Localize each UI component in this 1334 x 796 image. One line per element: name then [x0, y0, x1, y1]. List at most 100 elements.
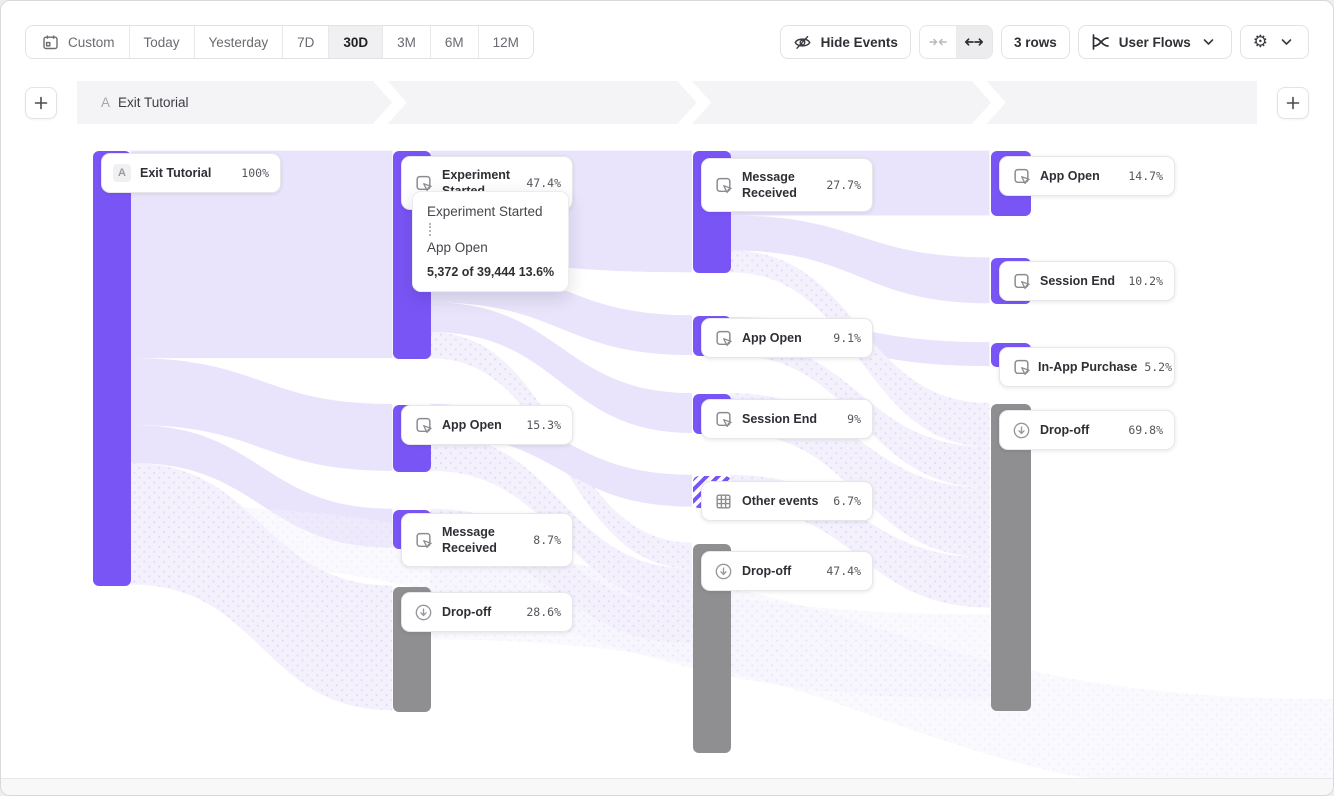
add-step-left-button[interactable]: [25, 86, 57, 119]
node-label: Message Received: [742, 169, 797, 200]
node-label: Message Received: [442, 524, 497, 555]
breadcrumb-step-label: Exit Tutorial: [118, 95, 189, 110]
gear-icon: ⚙: [1252, 31, 1268, 52]
node-card-app-open-4[interactable]: App Open 14.7%: [999, 156, 1175, 196]
node-card-in-app-purchase-4[interactable]: In-App Purchase 5.2%: [999, 347, 1175, 387]
expand-columns-button[interactable]: [955, 26, 992, 58]
node-percent: 6.7%: [833, 494, 861, 508]
node-card-session-end-3[interactable]: Session End 9%: [701, 399, 873, 439]
toolbar: Custom Today Yesterday 7D 30D 3M 6M 12M …: [25, 25, 1309, 59]
expand-icon: [964, 32, 984, 52]
calendar-icon: [40, 32, 60, 52]
dropoff-icon: [1011, 420, 1031, 440]
node-card-message-received-3[interactable]: Message Received 27.7%: [701, 158, 873, 212]
node-bar-dropoff-4[interactable]: [991, 404, 1031, 711]
view-selector-label: User Flows: [1118, 34, 1191, 50]
flow-ribbon: [729, 215, 990, 304]
node-label: In-App Purchase: [1038, 359, 1138, 374]
bottom-scroll-strip[interactable]: [1, 778, 1333, 795]
node-card-other-events-3[interactable]: Other events 6.7%: [701, 481, 873, 521]
node-percent: 5.2%: [1144, 360, 1173, 374]
chevron-down-icon: [1199, 32, 1219, 52]
date-range-control: Custom Today Yesterday 7D 30D 3M 6M 12M: [25, 25, 534, 59]
node-percent: 9.1%: [833, 331, 861, 345]
breadcrumb-step-a[interactable]: A Exit Tutorial: [101, 81, 189, 124]
date-range-6m[interactable]: 6M: [429, 26, 478, 58]
node-percent: 28.6%: [526, 605, 561, 619]
node-label: Session End: [742, 411, 818, 426]
node-card-dropoff-4[interactable]: Drop-off 69.8%: [999, 410, 1175, 450]
date-range-7d[interactable]: 7D: [282, 26, 328, 58]
node-percent: 9%: [847, 412, 861, 426]
breadcrumb-step-letter: A: [101, 95, 111, 110]
node-percent: 47.4%: [526, 176, 561, 190]
rows-label: 3 rows: [1013, 34, 1057, 50]
flow-ribbon: [130, 358, 393, 471]
hide-events-button[interactable]: Hide Events: [779, 25, 911, 59]
date-range-12m[interactable]: 12M: [477, 26, 533, 58]
date-range-custom[interactable]: Custom: [26, 26, 129, 58]
eye-off-icon: [793, 32, 813, 52]
toolbar-right: Hide Events 3 rows: [779, 25, 1309, 59]
flows-icon: [1091, 32, 1111, 52]
tooltip-from-event: Experiment Started: [427, 204, 543, 219]
event-icon: [713, 175, 733, 195]
node-percent: 47.4%: [826, 564, 861, 578]
column-width-control: [918, 25, 993, 59]
flow-tooltip: Experiment Started App Open 5,372 of 39,…: [412, 191, 570, 292]
event-icon: [1011, 166, 1031, 186]
dropoff-icon: [713, 561, 733, 581]
flow-ribbon: [430, 302, 692, 433]
settings-button[interactable]: ⚙: [1239, 25, 1309, 59]
node-label: Exit Tutorial: [140, 165, 212, 180]
node-card-session-end-4[interactable]: Session End 10.2%: [999, 261, 1175, 301]
tooltip-connector: [429, 223, 431, 236]
node-card-dropoff-2[interactable]: Drop-off 28.6%: [401, 592, 573, 632]
breadcrumb[interactable]: A Exit Tutorial: [77, 81, 1257, 124]
chevron-down-icon: [1276, 32, 1296, 52]
event-icon: [1011, 357, 1031, 377]
node-label: Other events: [742, 493, 819, 508]
add-step-right-button[interactable]: [1277, 86, 1309, 119]
node-card-app-open-3[interactable]: App Open 9.1%: [701, 318, 873, 358]
node-label: Drop-off: [742, 563, 792, 578]
date-range-label: Custom: [68, 34, 115, 50]
node-label: Drop-off: [442, 604, 492, 619]
node-card-app-open-2[interactable]: App Open 15.3%: [401, 405, 573, 445]
node-card-dropoff-3[interactable]: Drop-off 47.4%: [701, 551, 873, 591]
dropoff-icon: [413, 602, 433, 622]
plus-icon: [31, 93, 51, 113]
event-icon: [713, 328, 733, 348]
tooltip-stat: 5,372 of 39,444 13.6%: [427, 265, 555, 279]
event-icon: [1011, 271, 1031, 291]
grid-icon: [713, 491, 733, 511]
rows-button[interactable]: 3 rows: [1000, 25, 1070, 59]
date-range-3m[interactable]: 3M: [382, 26, 430, 58]
step-letter-chip: A: [113, 164, 131, 182]
node-bar-exit-tutorial[interactable]: [93, 151, 131, 586]
event-icon: [713, 409, 733, 429]
flow-ribbon: [130, 150, 393, 359]
node-percent: 100%: [241, 166, 269, 180]
hide-events-label: Hide Events: [820, 34, 898, 50]
node-label: Drop-off: [1040, 422, 1090, 437]
event-icon: [413, 530, 433, 550]
event-icon: [413, 173, 433, 193]
date-range-30d[interactable]: 30D: [328, 26, 383, 58]
node-label: App Open: [442, 417, 502, 432]
node-card-message-received-2[interactable]: Message Received 8.7%: [401, 513, 573, 567]
event-icon: [413, 415, 433, 435]
date-range-yesterday[interactable]: Yesterday: [193, 26, 283, 58]
node-card-exit-tutorial[interactable]: A Exit Tutorial 100%: [101, 153, 281, 193]
node-label: Session End: [1040, 273, 1116, 288]
collapse-columns-button[interactable]: [920, 26, 956, 58]
plus-icon: [1283, 93, 1303, 113]
breadcrumb-chevrons: [373, 81, 1006, 124]
date-range-today[interactable]: Today: [128, 26, 194, 58]
node-percent: 69.8%: [1128, 423, 1163, 437]
view-selector-button[interactable]: User Flows: [1077, 25, 1232, 59]
node-percent: 8.7%: [533, 533, 561, 547]
node-percent: 15.3%: [526, 418, 561, 432]
steps-row: A Exit Tutorial: [25, 81, 1309, 124]
